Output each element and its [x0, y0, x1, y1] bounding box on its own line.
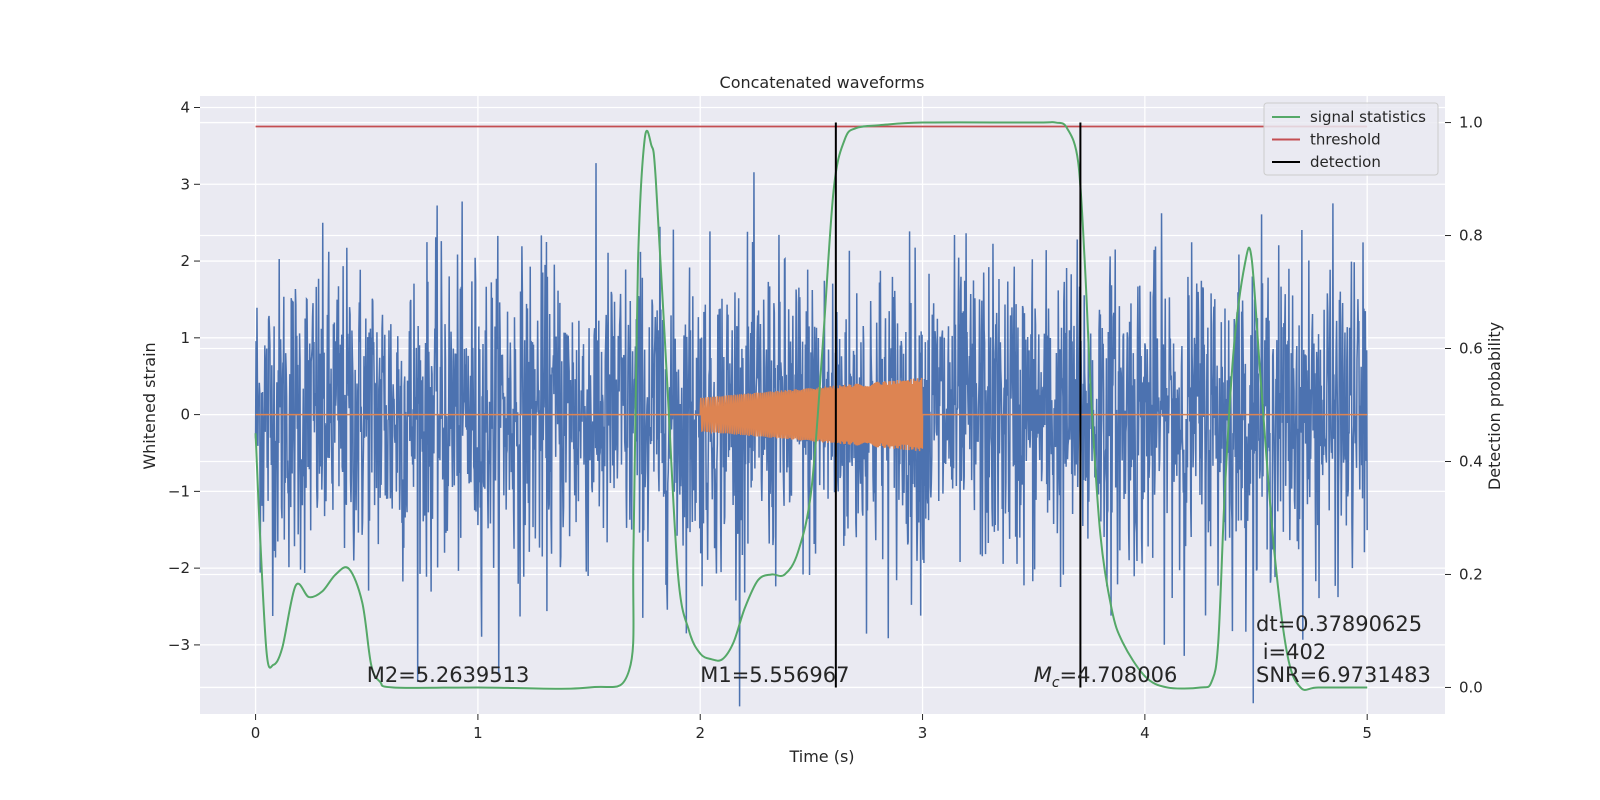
chart-title: Concatenated waveforms [720, 73, 925, 92]
y-left-tick-label: −3 [168, 636, 190, 654]
annotation-text: i=402 [1263, 640, 1327, 664]
y-left-tick-label: 2 [180, 252, 190, 270]
annotation-value: =4.708006 [1060, 663, 1178, 687]
y-right-tick-label: 0.4 [1459, 452, 1483, 470]
y-right-tick-label: 1.0 [1459, 114, 1483, 132]
x-tick-label: 1 [473, 724, 483, 742]
y-axis-label-left: Whitened strain [140, 342, 159, 469]
legend-label: signal statistics [1310, 108, 1426, 126]
annotation-text: SNR=6.9731483 [1256, 663, 1431, 687]
annotation-text: dt=0.37890625 [1256, 612, 1422, 636]
y-right-tick-label: 0.8 [1459, 227, 1483, 245]
strain-series-line [254, 163, 1368, 707]
legend-box [1263, 102, 1439, 176]
legend-label: threshold [1310, 131, 1381, 149]
y-right-tick-label: 0.0 [1459, 678, 1483, 696]
ticks-layer: 0 1 2 3 4 5 −3 −2 −1 0 1 2 3 4 0.0 0.2 0.4 0.6 0.8 1.0 [168, 99, 1483, 742]
y-left-tick-label: 0 [180, 406, 190, 424]
y-left-tick-label: 3 [180, 175, 190, 193]
annotation-subscript: c [1052, 675, 1060, 691]
annotation-text: Mc=4.708006 [1034, 663, 1178, 691]
x-tick-label: 4 [1140, 724, 1150, 742]
legend: signal statistics threshold detection [1263, 102, 1439, 176]
x-tick-label: 0 [251, 724, 261, 742]
x-tick-label: 2 [695, 724, 705, 742]
legend-label: detection [1310, 153, 1381, 171]
y-left-tick-label: 4 [180, 99, 190, 117]
annotation-text: M1=5.556967 [700, 663, 849, 687]
x-axis-label: Time (s) [788, 747, 854, 766]
signal-statistics-line [254, 121, 1368, 691]
y-right-tick-label: 0.2 [1459, 565, 1483, 583]
annotation-prefix: M [1034, 663, 1052, 687]
y-left-tick-label: 1 [180, 329, 190, 347]
y-axis-label-right: Detection probability [1485, 322, 1504, 490]
annotations-layer: M2=5.2639513 M1=5.556967 Mc=4.708006 SNR=6.… [367, 612, 1431, 691]
y-left-tick-label: −2 [168, 559, 190, 577]
x-tick-label: 5 [1362, 724, 1372, 742]
y-right-tick-label: 0.6 [1459, 340, 1483, 358]
x-tick-label: 3 [918, 724, 928, 742]
y-left-tick-label: −1 [168, 482, 190, 500]
template-chirp-line [699, 377, 924, 452]
series-layer [254, 121, 1368, 707]
annotation-text: M2=5.2639513 [367, 663, 530, 687]
